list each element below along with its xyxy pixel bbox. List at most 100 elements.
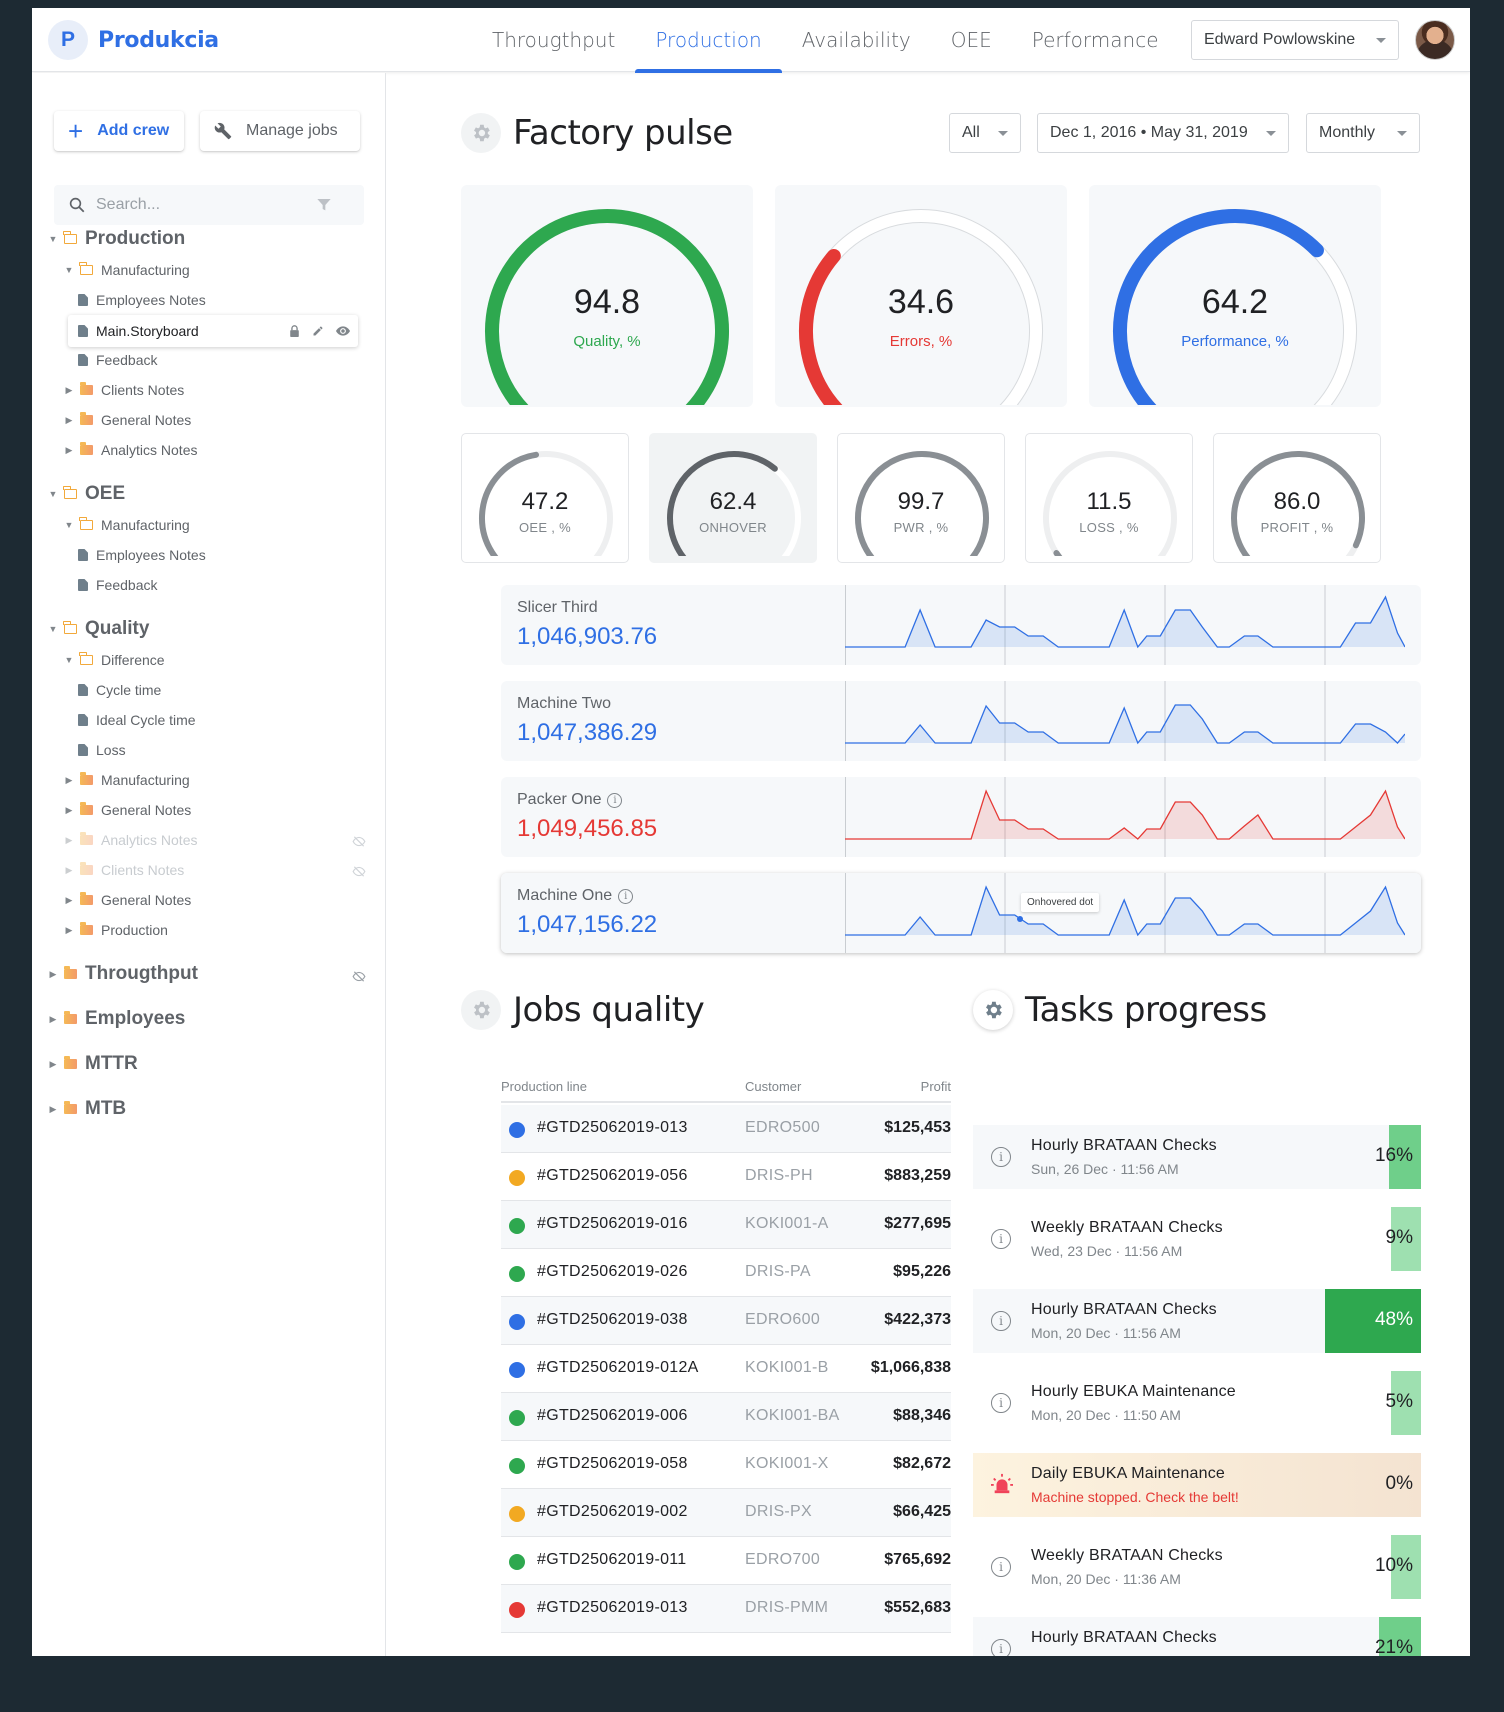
- tree-item[interactable]: ▶ Analytics Notes: [62, 829, 197, 851]
- info-icon[interactable]: i: [991, 1229, 1011, 1249]
- caret-right-icon[interactable]: ▶: [65, 414, 73, 425]
- tree-item[interactable]: ▼ Difference: [62, 649, 165, 671]
- caret-right-icon[interactable]: ▶: [65, 924, 73, 935]
- scope-dropdown[interactable]: All: [949, 113, 1021, 153]
- caret-down-icon[interactable]: ▼: [48, 624, 58, 634]
- table-row[interactable]: #GTD25062019-013 EDRO500 $125,453: [501, 1105, 951, 1153]
- tasks-settings-button[interactable]: [973, 990, 1013, 1030]
- table-row[interactable]: #GTD25062019-026 DRIS-PA $95,226: [501, 1249, 951, 1297]
- tree-item[interactable]: Main.Storyboard: [68, 315, 358, 347]
- col-production-line[interactable]: Production line: [501, 1079, 587, 1094]
- tab-throughput[interactable]: Througthput: [492, 28, 616, 52]
- table-row[interactable]: #GTD25062019-038 EDRO600 $422,373: [501, 1297, 951, 1345]
- tree-item[interactable]: Ideal Cycle time: [78, 709, 196, 731]
- tree-item[interactable]: Employees Notes: [78, 544, 206, 566]
- tree-item[interactable]: ▶ Clients Notes: [62, 379, 184, 401]
- caret-right-icon[interactable]: ▶: [65, 864, 73, 875]
- tree-item[interactable]: ▶ General Notes: [62, 889, 191, 911]
- info-icon[interactable]: i: [991, 1147, 1011, 1167]
- tree-item[interactable]: ▶ Production: [62, 919, 168, 941]
- tab-production[interactable]: Production: [635, 8, 783, 73]
- caret-right-icon[interactable]: ▶: [49, 1103, 57, 1114]
- table-row[interactable]: #GTD25062019-013 DRIS-PMM $552,683: [501, 1585, 951, 1633]
- caret-down-icon[interactable]: ▼: [64, 655, 74, 665]
- caret-right-icon[interactable]: ▶: [49, 968, 57, 979]
- small-gauge-card[interactable]: 47.2 OEE , %: [461, 433, 629, 563]
- tree-item[interactable]: ▼ Production: [46, 225, 186, 253]
- table-row[interactable]: #GTD25062019-011 EDRO700 $765,692: [501, 1537, 951, 1585]
- tree-item[interactable]: ▶ Througthput: [46, 960, 198, 988]
- tree-item[interactable]: Feedback: [78, 349, 157, 371]
- tree-item[interactable]: ▶ General Notes: [62, 409, 191, 431]
- user-dropdown[interactable]: Edward Powlowskine: [1191, 20, 1399, 60]
- date-range-dropdown[interactable]: Dec 1, 2016 • May 31, 2019: [1037, 113, 1289, 153]
- big-gauge-card[interactable]: 34.6 Errors, %: [775, 185, 1067, 407]
- jobs-settings-button[interactable]: [461, 990, 501, 1030]
- small-gauge-card[interactable]: 86.0 PROFIT , %: [1213, 433, 1381, 563]
- tree-item[interactable]: ▼ OEE: [46, 480, 126, 508]
- period-dropdown[interactable]: Monthly: [1306, 113, 1420, 153]
- task-item[interactable]: i Hourly BRATAAN Checks Mon, 20 Dec · 11…: [973, 1289, 1421, 1353]
- tree-item[interactable]: ▼ Quality: [46, 615, 150, 643]
- task-item[interactable]: i Weekly BRATAAN Checks Mon, 20 Dec · 11…: [973, 1535, 1421, 1599]
- tree-item[interactable]: Employees Notes: [78, 289, 206, 311]
- task-item[interactable]: i Hourly BRATAAN Checks Sun, 26 Dec · 11…: [973, 1125, 1421, 1189]
- caret-down-icon[interactable]: ▼: [48, 489, 58, 499]
- task-item[interactable]: i Weekly BRATAAN Checks Wed, 23 Dec · 11…: [973, 1207, 1421, 1271]
- col-customer[interactable]: Customer: [745, 1079, 802, 1094]
- lock-icon[interactable]: [289, 325, 300, 337]
- tree-item[interactable]: Cycle time: [78, 679, 161, 701]
- table-row[interactable]: #GTD25062019-056 DRIS-PH $883,259: [501, 1153, 951, 1201]
- caret-right-icon[interactable]: ▶: [65, 834, 73, 845]
- manage-jobs-button[interactable]: Manage jobs: [200, 111, 360, 151]
- sparkline-card[interactable]: Machine Two 1,047,386.29: [501, 681, 1421, 761]
- table-row[interactable]: #GTD25062019-058 KOKI001-X $82,672: [501, 1441, 951, 1489]
- sparkline-card[interactable]: Packer One i 1,049,456.85: [501, 777, 1421, 857]
- add-crew-button[interactable]: + Add crew: [54, 111, 184, 151]
- settings-button[interactable]: [461, 113, 501, 153]
- tab-performance[interactable]: Performance: [1031, 28, 1159, 52]
- task-item[interactable]: i Hourly BRATAAN Checks Mon, 20 Dec · 11…: [973, 1617, 1421, 1656]
- caret-right-icon[interactable]: ▶: [49, 1058, 57, 1069]
- task-item[interactable]: Daily EBUKA Maintenance Machine stopped.…: [973, 1453, 1421, 1517]
- caret-down-icon[interactable]: ▼: [48, 234, 58, 244]
- sparkline-card[interactable]: Slicer Third 1,046,903.76: [501, 585, 1421, 665]
- tree-item[interactable]: ▶ Clients Notes: [62, 859, 184, 881]
- info-icon[interactable]: i: [991, 1557, 1011, 1577]
- avatar[interactable]: [1415, 20, 1455, 60]
- caret-right-icon[interactable]: ▶: [65, 384, 73, 395]
- eye-off-icon[interactable]: [352, 864, 366, 877]
- small-gauge-card[interactable]: 11.5 LOSS , %: [1025, 433, 1193, 563]
- caret-right-icon[interactable]: ▶: [65, 804, 73, 815]
- tree-item[interactable]: ▼ Manufacturing: [62, 259, 190, 281]
- caret-right-icon[interactable]: ▶: [65, 444, 73, 455]
- caret-down-icon[interactable]: ▼: [64, 520, 74, 530]
- col-profit[interactable]: Profit: [920, 1079, 951, 1094]
- big-gauge-card[interactable]: 94.8 Quality, %: [461, 185, 753, 407]
- info-icon[interactable]: i: [991, 1393, 1011, 1413]
- caret-right-icon[interactable]: ▶: [65, 894, 73, 905]
- tree-item[interactable]: ▼ Manufacturing: [62, 514, 190, 536]
- task-item[interactable]: i Hourly EBUKA Maintenance Mon, 20 Dec ·…: [973, 1371, 1421, 1435]
- table-row[interactable]: #GTD25062019-012A KOKI001-B $1,066,838: [501, 1345, 951, 1393]
- caret-right-icon[interactable]: ▶: [49, 1013, 57, 1024]
- tab-oee[interactable]: OEE: [950, 28, 992, 52]
- caret-right-icon[interactable]: ▶: [65, 774, 73, 785]
- info-icon[interactable]: i: [618, 888, 634, 904]
- table-row[interactable]: #GTD25062019-006 KOKI001-BA $88,346: [501, 1393, 951, 1441]
- tree-item[interactable]: ▶ MTB: [46, 1095, 127, 1123]
- tree-item[interactable]: ▶ Analytics Notes: [62, 439, 197, 461]
- tree-item[interactable]: Feedback: [78, 574, 157, 596]
- info-icon[interactable]: i: [991, 1639, 1011, 1656]
- info-icon[interactable]: i: [607, 792, 623, 808]
- eye-off-icon[interactable]: [352, 969, 366, 982]
- table-row[interactable]: #GTD25062019-002 DRIS-PX $66,425: [501, 1489, 951, 1537]
- caret-down-icon[interactable]: ▼: [64, 265, 74, 275]
- eye-icon[interactable]: [336, 326, 350, 336]
- filter-icon[interactable]: [316, 197, 332, 213]
- sparkline-card[interactable]: Machine One i 1,047,156.22 Onhovered dot: [501, 873, 1421, 953]
- tree-item[interactable]: ▶ Employees: [46, 1005, 186, 1033]
- eye-off-icon[interactable]: [352, 834, 366, 847]
- search-input[interactable]: [96, 196, 316, 214]
- tree-item[interactable]: ▶ Manufacturing: [62, 769, 190, 791]
